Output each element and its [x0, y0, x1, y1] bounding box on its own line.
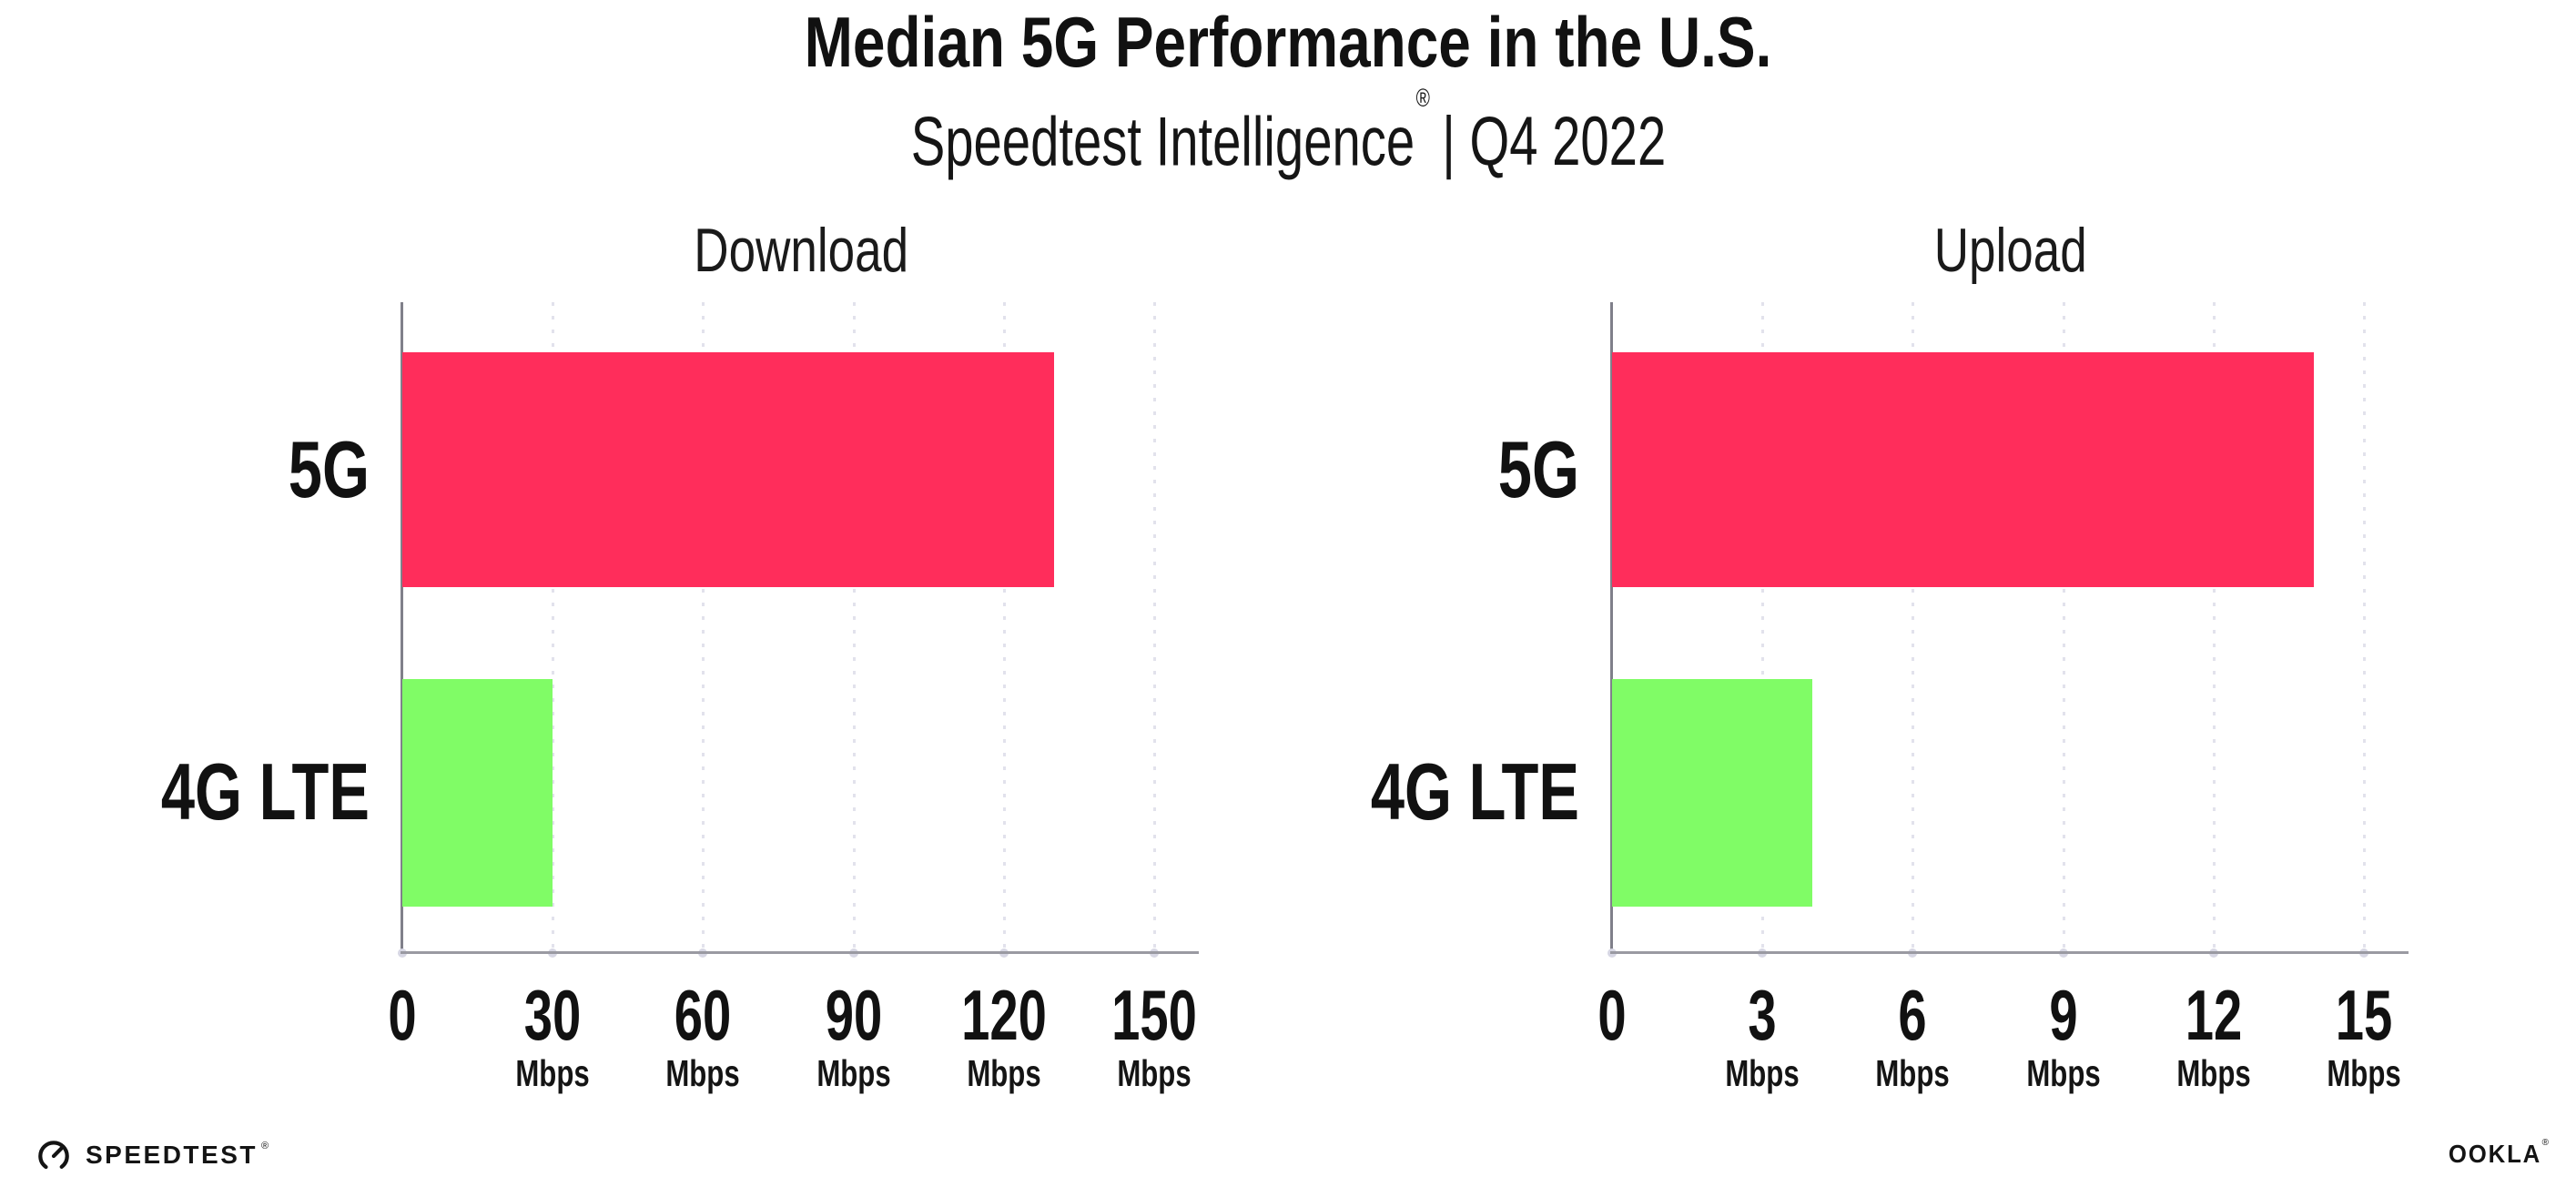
gridline-3 — [1761, 302, 1765, 951]
x-tick-unit: Mbps — [1725, 1052, 1800, 1094]
bar-5g — [402, 352, 1054, 587]
x-tick-unit: Mbps — [1117, 1052, 1192, 1094]
x-tick-label: 30 — [523, 975, 582, 1055]
gridline-9 — [2062, 302, 2065, 951]
x-tick-label: 120 — [960, 975, 1047, 1055]
x-tick-label: 60 — [674, 975, 732, 1055]
bar-4g-lte — [1612, 679, 1813, 907]
x-tick-label: 90 — [825, 975, 882, 1055]
subtitle-brand: Speedtest Intelligence — [910, 103, 1415, 181]
page-title: Median 5G Performance in the U.S. — [804, 2, 1772, 82]
x-tick-label: 9 — [2048, 975, 2078, 1055]
x-axis-line — [1610, 951, 2409, 954]
category-label-5g: 5G — [1497, 424, 1579, 514]
y-axis-line — [1610, 302, 1613, 954]
chart-title-download: Download — [694, 216, 908, 285]
speedtest-logo: SPEEDTEST ® — [35, 1136, 269, 1174]
bar-4g-lte — [402, 679, 553, 907]
x-tick-label: 6 — [1898, 975, 1928, 1055]
gridline-60 — [702, 302, 705, 951]
x-tick-unit: Mbps — [2176, 1052, 2251, 1094]
gridline-6 — [1912, 302, 1915, 951]
gridline-12 — [2212, 302, 2216, 951]
category-label-4g-lte: 4G LTE — [1370, 746, 1579, 837]
bar-5g — [1612, 352, 2314, 587]
ookla-wordmark: OOKLA — [2448, 1140, 2541, 1168]
page-title-row: Median 5G Performance in the U.S. — [0, 4, 2576, 80]
x-tick-unit: Mbps — [816, 1052, 891, 1094]
speedtest-wordmark: SPEEDTEST — [86, 1141, 258, 1169]
x-tick-unit: Mbps — [967, 1052, 1041, 1094]
upload-plot-area: 5G 4G LTE — [1371, 302, 2368, 958]
x-tick-label: 0 — [1597, 975, 1627, 1055]
download-x-axis-labels: 0 Mbps 30 Mbps 60 Mbps 90 Mbps 120 Mbps 150 — [388, 951, 1196, 1133]
upload-chart-title-row: Upload — [1612, 217, 2409, 284]
x-tick-unit: Mbps — [1875, 1052, 1951, 1094]
download-chart: Download 5G 4G LTE 0 Mbps 30 Mbps 60 Mbps 90 Mbp… — [161, 0, 1200, 1197]
x-tick-label: 0 — [388, 975, 417, 1055]
subtitle-period: | Q4 2022 — [1441, 103, 1666, 181]
registered-mark-icon: ® — [1415, 84, 1430, 112]
gridline-15 — [2363, 302, 2366, 951]
ookla-registered-mark-icon: ® — [2541, 1138, 2549, 1148]
speedtest-registered-mark-icon: ® — [260, 1141, 269, 1151]
x-tick-label: 12 — [2185, 975, 2243, 1055]
x-tick-unit: Mbps — [2327, 1052, 2401, 1094]
page-subtitle-row: Speedtest Intelligence® | Q4 2022 — [0, 84, 2576, 188]
x-tick-unit: Mbps — [2025, 1052, 2101, 1094]
x-tick-unit: Mbps — [515, 1052, 590, 1094]
ookla-logo: OOKLA ® — [2440, 1138, 2549, 1169]
chart-title-upload: Upload — [1933, 216, 2088, 285]
x-axis-line — [401, 951, 1199, 954]
gridline-150 — [1153, 302, 1156, 951]
category-label-5g: 5G — [288, 424, 370, 514]
upload-x-axis-labels: 0 Mbps 3 Mbps 6 Mbps 9 Mbps 12 Mbps 15 — [1597, 951, 2400, 1133]
speedtest-gauge-icon — [35, 1136, 73, 1174]
page-subtitle: Speedtest Intelligence® | Q4 2022 — [910, 84, 1666, 188]
gridline-90 — [852, 302, 856, 951]
upload-chart: Upload 5G 4G LTE 0 Mbps 3 Mbps 6 Mbps 9 Mbps 12 Mb… — [1371, 0, 2409, 1197]
gridline-120 — [1002, 302, 1006, 951]
x-tick-unit: Mbps — [665, 1052, 741, 1094]
x-tick-label: 15 — [2335, 975, 2393, 1055]
download-plot-area: 5G 4G LTE — [161, 302, 1159, 958]
download-chart-title-row: Download — [402, 217, 1200, 284]
y-axis-line — [401, 302, 403, 954]
x-tick-label: 3 — [1748, 975, 1777, 1055]
category-label-4g-lte: 4G LTE — [160, 746, 370, 837]
gridline-30 — [552, 302, 555, 951]
x-tick-label: 150 — [1111, 975, 1197, 1055]
